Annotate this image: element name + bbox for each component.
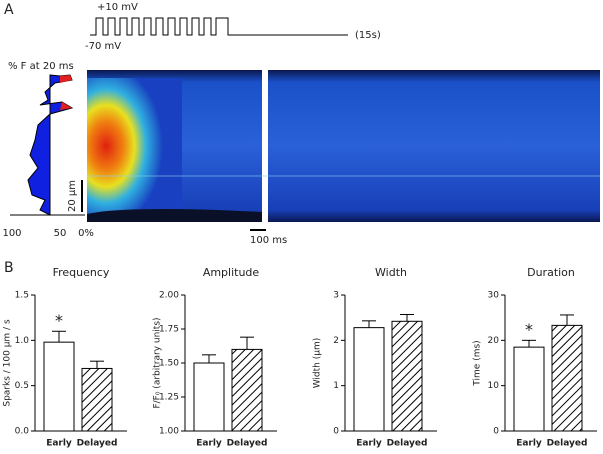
y-tick-label: 1.25 — [159, 393, 179, 403]
protocol-trace — [90, 17, 348, 36]
y-tick-label: 1.0 — [15, 336, 30, 346]
bar — [513, 346, 545, 432]
bar — [231, 348, 263, 432]
profile-positive — [60, 75, 72, 110]
profile-trace — [27, 74, 74, 216]
y-tick-label: 0.5 — [15, 381, 29, 391]
chart-title: Amplitude — [203, 266, 260, 279]
significance: * — [525, 320, 533, 339]
y-tick-label: 20 — [488, 336, 500, 346]
y-axis-label: Width (µm) — [313, 338, 323, 389]
bar — [353, 327, 385, 432]
significance: * — [55, 311, 63, 330]
linescan-delayed — [268, 70, 600, 222]
y-tick-label: 0 — [493, 427, 499, 437]
chart-title: Width — [375, 266, 407, 279]
y-tick-label: 2 — [333, 336, 339, 346]
y-tick-label: 0 — [333, 427, 339, 437]
y-tick-label: 1.75 — [159, 325, 179, 335]
y-tick-label: 1 — [333, 381, 339, 391]
profile-title: % F at 20 ms — [8, 61, 74, 72]
panel-label: A — [4, 2, 14, 18]
protocol-low: -70 mV — [85, 41, 121, 52]
bar — [193, 362, 225, 432]
x-tick-label: Early — [356, 439, 382, 449]
bar — [81, 367, 113, 432]
profile-tick: 50 — [54, 228, 67, 239]
bar — [391, 320, 423, 432]
image-edge — [87, 208, 262, 222]
y-axis-label: Sparks / 100 µm / s — [3, 319, 13, 407]
y-tick-label: 0.0 — [15, 427, 30, 437]
chart-title: Frequency — [53, 266, 110, 279]
x-tick-label: Early — [196, 439, 222, 449]
profile-tick: 0% — [78, 228, 94, 239]
x-tick-label: Early — [46, 439, 72, 449]
y-axis-label: Time (ms) — [473, 340, 483, 386]
y-tick-label: 2.00 — [159, 291, 179, 301]
y-tick-label: 30 — [488, 291, 500, 301]
hot-region — [87, 78, 182, 214]
y-axis-label: F/F₀ (arbitrary units) — [153, 317, 163, 408]
panel-label: B — [4, 260, 14, 276]
profile-tick: 100 — [2, 228, 21, 239]
bar — [551, 324, 583, 432]
y-tick-label: 10 — [488, 381, 500, 391]
space-scale: 20 µm — [67, 180, 78, 212]
time-scale: 100 ms — [250, 235, 287, 246]
x-tick-label: Delayed — [227, 439, 268, 449]
protocol-duration: (15s) — [355, 30, 381, 41]
chart-title: Duration — [527, 266, 575, 279]
x-tick-label: Delayed — [77, 439, 118, 449]
y-tick-label: 3 — [333, 291, 339, 301]
protocol-high: +10 mV — [97, 2, 138, 13]
x-tick-label: Early — [516, 439, 542, 449]
y-tick-label: 1.00 — [159, 427, 179, 437]
x-tick-label: Delayed — [547, 439, 588, 449]
y-tick-label: 1.50 — [159, 359, 179, 369]
y-tick-label: 1.5 — [15, 291, 29, 301]
bar — [43, 341, 75, 432]
x-tick-label: Delayed — [387, 439, 428, 449]
